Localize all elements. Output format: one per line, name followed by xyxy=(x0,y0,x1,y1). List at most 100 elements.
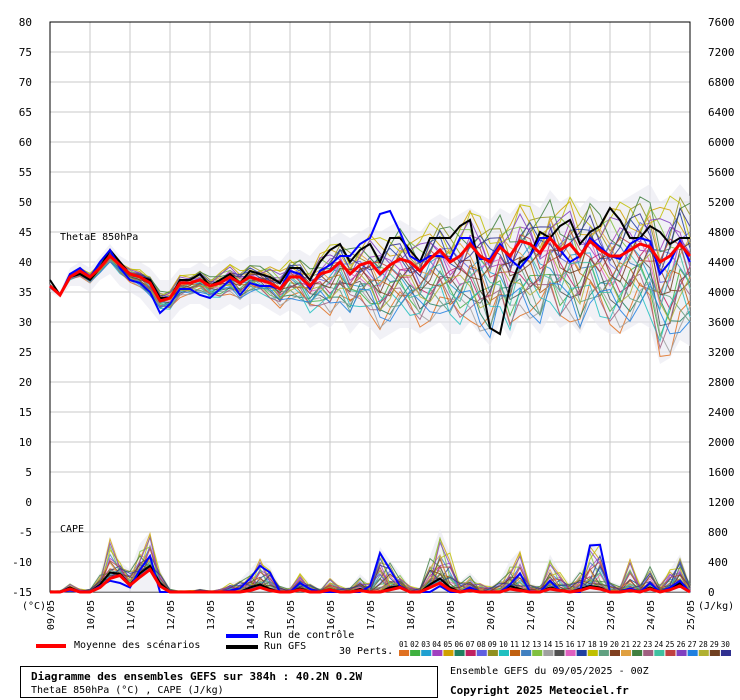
left-tick-label: 70 xyxy=(19,76,32,89)
x-tick-label: 19/05 xyxy=(446,600,457,630)
left-tick-label: 50 xyxy=(19,196,32,209)
pert-color-box xyxy=(676,650,687,656)
left-tick-label: 75 xyxy=(19,46,32,59)
pert-number: 03 xyxy=(421,640,430,649)
right-tick-label: 6000 xyxy=(708,136,735,149)
x-tick-label: 11/05 xyxy=(126,600,137,630)
right-tick-label: 5600 xyxy=(708,166,735,179)
right-axis-unit: (J/kg) xyxy=(698,601,734,612)
pert-number: 01 xyxy=(399,640,408,649)
pert-color-box xyxy=(720,650,731,656)
x-tick-label: 23/05 xyxy=(606,600,617,630)
pert-color-box xyxy=(454,650,465,656)
pert-number: 25 xyxy=(665,640,674,649)
right-tick-label: 7600 xyxy=(708,16,735,29)
right-tick-label: 4800 xyxy=(708,226,735,239)
x-tick-label: 24/05 xyxy=(646,600,657,630)
diagram-title: Diagramme des ensembles GEFS sur 384h : … xyxy=(31,670,363,683)
pert-color-box xyxy=(665,650,676,656)
thetae-member-line xyxy=(49,258,691,350)
right-tick-label: 2000 xyxy=(708,436,735,449)
x-tick-label: 25/05 xyxy=(686,600,697,630)
pert-color-box xyxy=(487,650,498,656)
pert-color-box xyxy=(709,650,720,656)
left-tick-label: -10 xyxy=(12,556,32,569)
pert-number: 28 xyxy=(699,640,709,649)
left-tick-label: 60 xyxy=(19,136,32,149)
pert-color-box xyxy=(576,650,587,656)
perturbation-legend: 01 02 03 04 05 06 07 08 09 10 11 12 13 14 15 16 17 18 19 20… xyxy=(399,640,731,656)
thetae-mean-line xyxy=(48,235,692,303)
right-tick-label: 1200 xyxy=(708,496,735,509)
thetae-member-line xyxy=(49,259,691,354)
info-box: Diagramme des ensembles GEFS sur 384h : … xyxy=(20,666,438,698)
cape-panel-label: CAPE xyxy=(60,524,84,535)
diagram-subtitle: ThetaE 850hPa (°C) , CAPE (J/kg) xyxy=(31,685,224,696)
pert-color-box xyxy=(521,650,532,656)
pert-number: 08 xyxy=(477,640,487,649)
pert-number: 21 xyxy=(621,640,630,649)
pert-color-box xyxy=(554,650,565,656)
ensemble-date: Ensemble GEFS du 09/05/2025 - 00Z xyxy=(450,666,649,677)
right-tick-label: 800 xyxy=(708,526,728,539)
pert-number: 29 xyxy=(710,640,719,649)
thetae-member-line xyxy=(49,206,691,299)
right-tick-label: 4400 xyxy=(708,256,735,269)
pert-color-box xyxy=(687,650,698,656)
right-tick-label: 1600 xyxy=(708,466,735,479)
pert-number: 07 xyxy=(466,640,475,649)
left-tick-label: 45 xyxy=(19,226,32,239)
pert-number: 18 xyxy=(588,640,598,649)
right-tick-label: 3600 xyxy=(708,316,735,329)
pert-number: 19 xyxy=(599,640,608,649)
left-tick-label: 55 xyxy=(19,166,32,179)
pert-color-box xyxy=(609,650,620,656)
x-tick-label: 17/05 xyxy=(366,600,377,630)
pert-number: 15 xyxy=(554,640,563,649)
pert-number: 20 xyxy=(610,640,620,649)
pert-color-box xyxy=(443,650,454,656)
pert-number: 09 xyxy=(488,640,497,649)
pert-number: 04 xyxy=(432,640,442,649)
right-tick-label: 7200 xyxy=(708,46,735,59)
pert-color-box xyxy=(643,650,654,656)
x-tick-label: 10/05 xyxy=(86,600,97,630)
x-tick-label: 13/05 xyxy=(206,600,217,630)
pert-color-box xyxy=(587,650,598,656)
right-tick-label: 2800 xyxy=(708,376,735,389)
pert-number: 14 xyxy=(543,640,553,649)
x-tick-label: 12/05 xyxy=(166,600,177,630)
cape-mean-line xyxy=(50,567,691,594)
pert-number: 10 xyxy=(499,640,509,649)
pert-number: 23 xyxy=(643,640,652,649)
left-tick-label: 5 xyxy=(25,466,32,479)
pert-number: 22 xyxy=(632,640,641,649)
thetae-member-line xyxy=(49,261,691,339)
right-tick-label: 0 xyxy=(708,586,715,599)
pert-color-box xyxy=(621,650,632,656)
mean-legend-swatch xyxy=(36,644,66,648)
pert-color-box xyxy=(510,650,521,656)
left-tick-label: 80 xyxy=(19,16,32,29)
x-tick-label: 14/05 xyxy=(246,600,257,630)
gefs-ensemble-chart: 80757065605550454035302520151050-5-10-15… xyxy=(12,16,735,656)
pert-number: 05 xyxy=(443,640,452,649)
x-tick-label: 21/05 xyxy=(526,600,537,630)
main-series xyxy=(48,206,692,594)
pert-color-box xyxy=(498,650,509,656)
mean-legend-label: Moyenne des scénarios xyxy=(74,640,201,651)
left-tick-label: 35 xyxy=(19,286,32,299)
pert-number: 11 xyxy=(510,640,519,649)
pert-color-box xyxy=(421,650,432,656)
right-tick-label: 2400 xyxy=(708,406,735,419)
gfs-legend-swatch xyxy=(226,645,258,649)
control-legend-swatch xyxy=(226,634,258,638)
pert-number: 27 xyxy=(688,640,697,649)
x-tick-label: 18/05 xyxy=(406,600,417,630)
left-tick-label: -15 xyxy=(12,586,32,599)
right-tick-label: 3200 xyxy=(708,346,735,359)
pert-color-box xyxy=(543,650,554,656)
x-axis-labels: 09/05 10/05 11/05 12/05 13/05 14/05 15/05 16/05… xyxy=(46,600,697,630)
left-tick-label: 40 xyxy=(19,256,32,269)
